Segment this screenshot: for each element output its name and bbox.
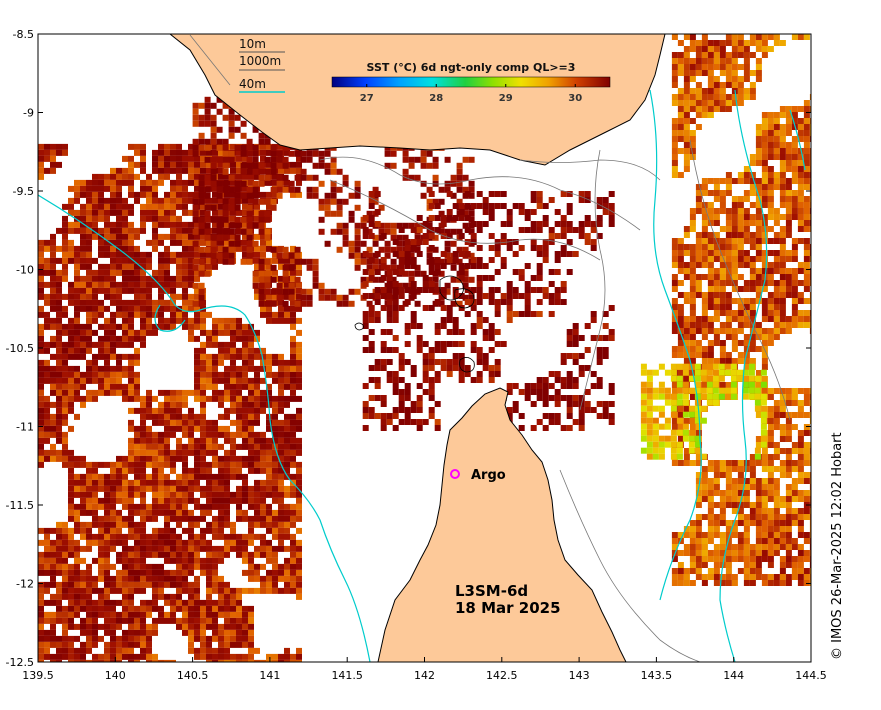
x-tick-label: 140.5 <box>177 669 209 682</box>
product-date: 18 Mar 2025 <box>455 599 561 617</box>
bathymetry-40m-contours <box>38 89 806 662</box>
legend-label-1000m: 1000m <box>239 54 281 68</box>
sst-region-cape-york-east-coast <box>640 363 767 460</box>
colorbar: SST (°C) 6d ngt-only comp QL>=3 27 28 29 30 <box>331 61 611 104</box>
y-tick-label: -12 <box>16 578 34 591</box>
y-tick-label: -12.5 <box>6 656 34 669</box>
argo-marker-icon <box>450 469 460 479</box>
y-tick-label: -9.5 <box>13 185 34 198</box>
x-tick-label: 144 <box>723 669 744 682</box>
x-axis: 139.5 140 140.5 141 141.5 142 142.5 143 143.5 144… <box>22 657 827 682</box>
argo-label: Argo <box>471 468 506 483</box>
colorbar-tick-label: 29 <box>499 93 513 104</box>
credit-text: © IMOS 26-Mar-2025 12:02 Hobart <box>830 432 845 660</box>
sst-region-torres-strait-patches <box>362 191 615 431</box>
y-tick-label: -9 <box>23 107 34 120</box>
land-png-coast <box>169 34 666 166</box>
y-axis: -8.5 -9 -9.5 -10 -10.5 -11 -11.5 -12 -12.5 <box>6 28 811 669</box>
product-name: L3SM-6d <box>455 582 528 600</box>
colorbar-title: SST (°C) 6d ngt-only comp QL>=3 <box>367 61 576 74</box>
x-tick-label: 143 <box>569 669 590 682</box>
x-tick-label: 142 <box>414 669 435 682</box>
x-tick-label: 144.5 <box>795 669 827 682</box>
bathymetry-grey-contours <box>189 34 791 662</box>
torres-strait-islands <box>354 275 475 373</box>
x-tick-label: 141.5 <box>331 669 363 682</box>
land-cape-york <box>377 387 627 662</box>
x-tick-label: 140 <box>105 669 126 682</box>
y-tick-label: -8.5 <box>13 28 34 41</box>
y-tick-label: -11 <box>16 421 34 434</box>
colorbar-tick-label: 30 <box>568 93 582 104</box>
x-tick-label: 142.5 <box>486 669 518 682</box>
legend-label-10m: 10m <box>239 37 266 51</box>
sst-pixel-layer <box>38 34 811 662</box>
y-tick-label: -10 <box>16 264 34 277</box>
x-tick-label: 143.5 <box>641 669 673 682</box>
x-tick-label: 141 <box>259 669 280 682</box>
y-tick-label: -10.5 <box>6 342 34 355</box>
colorbar-gradient <box>331 76 611 88</box>
y-tick-label: -11.5 <box>6 499 34 512</box>
colorbar-tick-label: 28 <box>429 93 443 104</box>
colorbar-tick-label: 27 <box>360 93 374 104</box>
legend-label-40m: 40m <box>239 77 266 91</box>
bathymetry-legend: 10m 1000m 40m <box>239 37 285 93</box>
x-tick-label: 139.5 <box>22 669 54 682</box>
